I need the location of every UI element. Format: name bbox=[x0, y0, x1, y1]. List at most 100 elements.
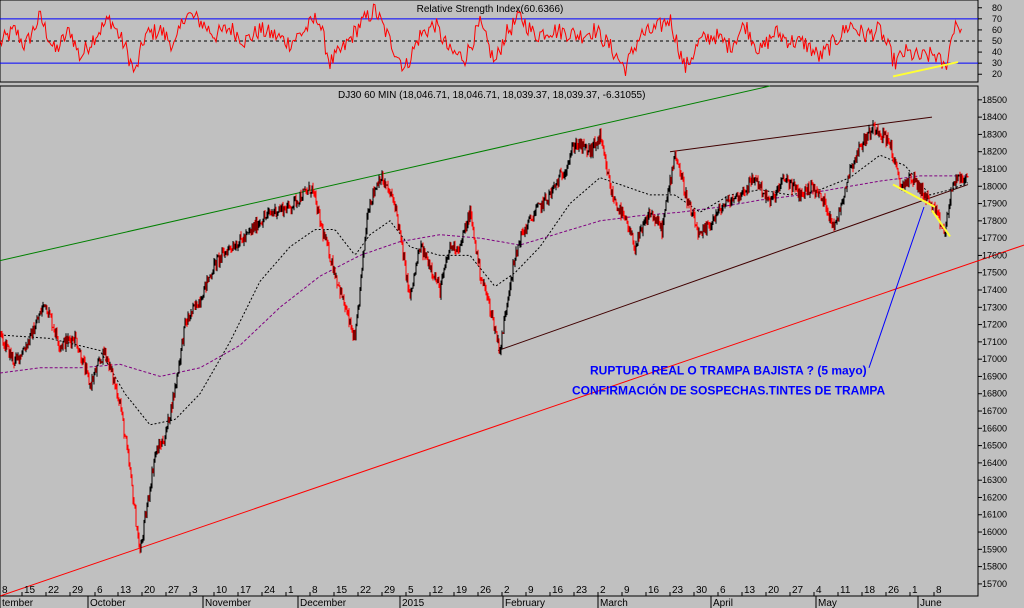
lower-wedge-line bbox=[497, 184, 969, 351]
x-tick-label: 20 bbox=[144, 585, 156, 596]
price-tick-label: 17800 bbox=[982, 216, 1007, 226]
rsi-tick-label: 70 bbox=[992, 14, 1002, 24]
price-tick-label: 16300 bbox=[982, 475, 1007, 485]
price-tick-label: 16500 bbox=[982, 441, 1007, 451]
rsi-series-group bbox=[0, 3, 962, 76]
x-tick-label: 17 bbox=[240, 585, 252, 596]
month-label: May bbox=[818, 598, 837, 608]
red-trendline bbox=[0, 244, 1024, 597]
yellow-trendline-2 bbox=[931, 209, 951, 237]
price-tick-label: 15800 bbox=[982, 562, 1007, 572]
x-tick-label: 24 bbox=[264, 585, 276, 596]
price-overlay-lines bbox=[868, 183, 951, 368]
month-label: 2015 bbox=[402, 598, 425, 608]
x-tick-label: 9 bbox=[528, 585, 534, 596]
month-label: October bbox=[90, 598, 126, 608]
rsi-line bbox=[0, 3, 962, 76]
price-tick-label: 18500 bbox=[982, 95, 1007, 105]
annotation-ruptura: RUPTURA REAL O TRAMPA BAJISTA ? (5 mayo) bbox=[590, 364, 867, 378]
x-tick-label: 8 bbox=[312, 585, 318, 596]
x-tick-label: 19 bbox=[456, 585, 468, 596]
x-tick-label: 5 bbox=[408, 585, 414, 596]
x-tick-label: 22 bbox=[48, 585, 60, 596]
price-tick-label: 16200 bbox=[982, 492, 1007, 502]
price-tick-label: 17500 bbox=[982, 268, 1007, 278]
x-tick-label: 13 bbox=[744, 585, 756, 596]
x-tick-label: 6 bbox=[720, 585, 726, 596]
x-tick-label: 1 bbox=[912, 585, 918, 596]
x-tick-label: 26 bbox=[888, 585, 900, 596]
rsi-title: Relative Strength Index(60.6366) bbox=[417, 4, 564, 15]
x-tick-label: 1 bbox=[288, 585, 294, 596]
rsi-tick-label: 20 bbox=[992, 69, 1002, 79]
x-tick-label: 16 bbox=[648, 585, 660, 596]
x-tick-label: 30 bbox=[696, 585, 708, 596]
rsi-overlay-group bbox=[892, 61, 959, 78]
price-tick-label: 17000 bbox=[982, 354, 1007, 364]
price-bars-up bbox=[0, 120, 967, 553]
x-tick-label: 2 bbox=[600, 585, 606, 596]
price-tick-label: 16900 bbox=[982, 371, 1007, 381]
price-tick-label: 16400 bbox=[982, 458, 1007, 468]
x-tick-label: 23 bbox=[576, 585, 588, 596]
x-tick-label: 22 bbox=[360, 585, 372, 596]
blue-pointer-line bbox=[868, 206, 925, 368]
month-label: tember bbox=[2, 598, 34, 608]
month-label: December bbox=[300, 598, 347, 608]
x-tick-label: 27 bbox=[168, 585, 180, 596]
x-tick-label: 8 bbox=[936, 585, 942, 596]
upper-wedge-line bbox=[669, 116, 933, 153]
price-title: DJ30 60 MIN (18,046.71, 18,046.71, 18,03… bbox=[338, 90, 645, 101]
price-y-axis: 15700 15800 15900 16000 16100 16200 16300 16400… bbox=[978, 95, 1007, 589]
price-tick-label: 17400 bbox=[982, 285, 1007, 295]
x-tick-label: 20 bbox=[768, 585, 780, 596]
price-tick-label: 18400 bbox=[982, 112, 1007, 122]
rsi-tick-label: 30 bbox=[992, 58, 1002, 68]
x-axis: 8 15 22 29 6 13 20 27 3 10 17 24 1 8 15 22 29 5 12 19 26 2 9 16… bbox=[0, 585, 942, 608]
x-tick-label: 23 bbox=[672, 585, 684, 596]
x-tick-label: 12 bbox=[432, 585, 444, 596]
x-tick-label: 29 bbox=[72, 585, 84, 596]
x-tick-label: 4 bbox=[816, 585, 822, 596]
x-tick-label: 11 bbox=[840, 585, 851, 596]
price-tick-label: 18100 bbox=[982, 164, 1007, 174]
rsi-tick-label: 40 bbox=[992, 47, 1002, 57]
month-label: June bbox=[920, 598, 942, 608]
price-tick-label: 16700 bbox=[982, 406, 1007, 416]
x-tick-label: 15 bbox=[336, 585, 348, 596]
price-tick-label: 15700 bbox=[982, 579, 1007, 589]
x-tick-label: 16 bbox=[552, 585, 564, 596]
price-series-group bbox=[0, 120, 969, 554]
x-tick-label: 3 bbox=[192, 585, 198, 596]
price-panel: DJ30 60 MIN (18,046.71, 18,046.71, 18,03… bbox=[0, 85, 1024, 608]
x-tick-label: 29 bbox=[384, 585, 396, 596]
rsi-tick-label: 60 bbox=[992, 25, 1002, 35]
price-trendlines bbox=[0, 85, 1024, 597]
price-tick-label: 17700 bbox=[982, 233, 1007, 243]
price-tick-label: 17200 bbox=[982, 320, 1007, 330]
annotation-confirmacion: CONFIRMACIÓN DE SOSPECHAS.TINTES DE TRAM… bbox=[572, 383, 885, 398]
x-tick-label: 6 bbox=[97, 585, 103, 596]
month-label: November bbox=[205, 598, 252, 608]
green-trendline bbox=[0, 85, 771, 262]
rsi-tick-label: 50 bbox=[992, 36, 1002, 46]
x-tick-label: 26 bbox=[480, 585, 492, 596]
price-tick-label: 18300 bbox=[982, 129, 1007, 139]
x-tick-label: 15 bbox=[24, 585, 36, 596]
price-tick-label: 17300 bbox=[982, 302, 1007, 312]
month-label: February bbox=[505, 598, 545, 608]
price-tick-label: 18200 bbox=[982, 147, 1007, 157]
x-tick-label: 8 bbox=[2, 585, 8, 596]
rsi-yellow-trendline bbox=[892, 61, 959, 78]
yellow-trendline-1 bbox=[892, 183, 936, 208]
price-tick-label: 16600 bbox=[982, 423, 1007, 433]
price-tick-label: 17900 bbox=[982, 199, 1007, 209]
x-tick-label: 10 bbox=[216, 585, 228, 596]
x-tick-label: 13 bbox=[120, 585, 132, 596]
price-tick-label: 18000 bbox=[982, 181, 1007, 191]
x-tick-label: 2 bbox=[504, 585, 510, 596]
month-label: April bbox=[713, 598, 733, 608]
price-tick-label: 16800 bbox=[982, 389, 1007, 399]
price-tick-label: 17100 bbox=[982, 337, 1007, 347]
